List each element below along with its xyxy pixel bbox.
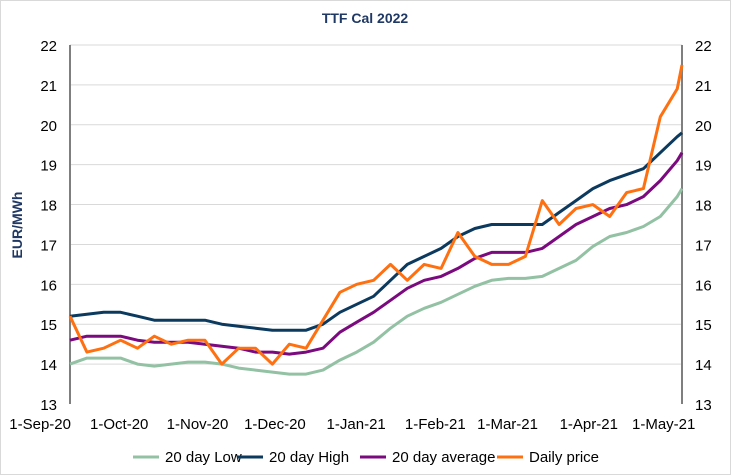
legend-label: 20 day average [392, 449, 495, 466]
y-tick-label-left: 13 [40, 397, 57, 414]
y-tick-label-left: 21 [40, 78, 57, 95]
y-tick-label-right: 21 [695, 78, 712, 95]
x-tick-label: 1-Jan-21 [327, 416, 386, 433]
y-tick-label-right: 17 [695, 237, 712, 254]
y-tick-label-left: 20 [40, 118, 57, 135]
chart-title: TTF Cal 2022 [322, 10, 409, 26]
legend-label: Daily price [529, 449, 599, 466]
y-tick-label-left: 18 [40, 198, 57, 215]
y-tick-label-right: 13 [695, 397, 712, 414]
x-tick-label: 1-Oct-20 [90, 416, 148, 433]
x-tick-label: 1-Dec-20 [244, 416, 306, 433]
x-tick-label: 1-Nov-20 [167, 416, 229, 433]
y-tick-label-left: 17 [40, 237, 57, 254]
y-tick-label-right: 14 [695, 357, 712, 374]
y-tick-label-right: 15 [695, 317, 712, 334]
y-tick-label-left: 22 [40, 38, 57, 55]
y-tick-label-right: 18 [695, 198, 712, 215]
x-tick-label: 1-Mar-21 [477, 416, 538, 433]
series-line-daily-price [68, 64, 684, 366]
y-tick-label-left: 15 [40, 317, 57, 334]
y-tick-label-left: 19 [40, 158, 57, 175]
series-line-20-day-high [69, 131, 683, 332]
y-axis-label: EUR/MWh [9, 192, 25, 259]
x-tick-label: 1-May-21 [632, 416, 695, 433]
x-tick-label: 1-Sep-20 [9, 416, 71, 433]
y-tick-label-right: 22 [695, 38, 712, 55]
legend-label: 20 day High [269, 449, 349, 466]
x-tick-label: 1-Feb-21 [405, 416, 466, 433]
series-line-20-day-low [69, 187, 684, 376]
y-tick-label-right: 19 [695, 158, 712, 175]
y-tick-label-left: 16 [40, 277, 57, 294]
x-tick-label: 1-Apr-21 [560, 416, 618, 433]
legend-label: 20 day Low [165, 449, 242, 466]
y-tick-label-right: 20 [695, 118, 712, 135]
y-tick-label-left: 14 [40, 357, 57, 374]
y-tick-label-right: 16 [695, 277, 712, 294]
